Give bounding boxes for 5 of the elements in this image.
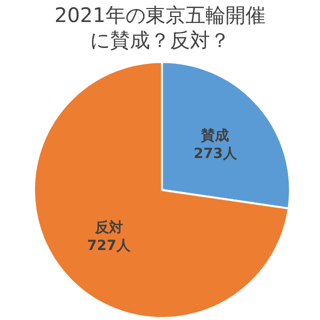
data-label: 727人 bbox=[87, 238, 132, 254]
data-label: 273人 bbox=[194, 146, 238, 162]
chart-title: 2021年の東京五輪開催に賛成？反対？ bbox=[54, 3, 266, 52]
slice-label: 賛成 bbox=[200, 128, 230, 144]
slice-label: 反対 bbox=[94, 219, 123, 236]
